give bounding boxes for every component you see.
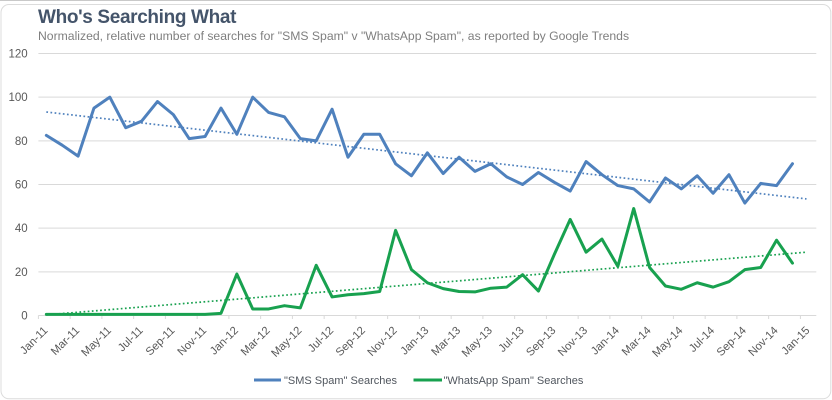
svg-text:"SMS Spam" Searches: "SMS Spam" Searches [284, 375, 397, 387]
svg-text:20: 20 [15, 267, 28, 279]
svg-text:Who's Searching What: Who's Searching What [38, 7, 237, 28]
svg-text:120: 120 [9, 49, 28, 61]
svg-text:Normalized, relative number of: Normalized, relative number of searches … [38, 29, 629, 43]
svg-text:0: 0 [21, 311, 27, 323]
svg-text:60: 60 [15, 180, 28, 192]
svg-text:"WhatsApp Spam" Searches: "WhatsApp Spam" Searches [444, 375, 584, 387]
svg-text:40: 40 [15, 223, 28, 235]
svg-text:100: 100 [9, 92, 28, 104]
svg-text:80: 80 [15, 136, 28, 148]
